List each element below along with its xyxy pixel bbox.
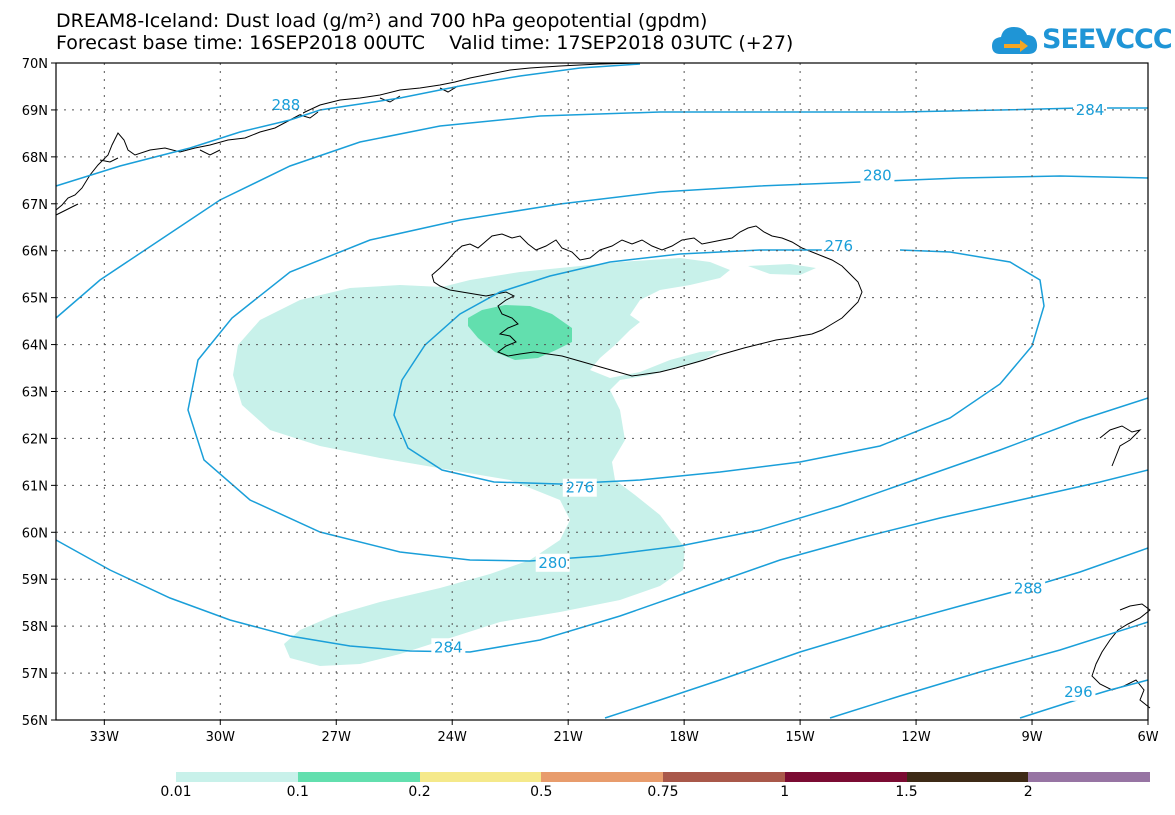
dust-area-medium	[468, 305, 572, 360]
lon-tick-label: 15W	[785, 730, 815, 745]
lat-tick-label: 69N	[22, 104, 48, 119]
colorbar-segment	[663, 772, 785, 782]
contour-284-south	[55, 469, 1149, 653]
colorbar-label: 1	[780, 784, 790, 800]
logo-text: SEEVCCC	[1042, 24, 1173, 55]
lat-tick-label: 66N	[22, 245, 48, 260]
colorbar-segment	[176, 772, 298, 782]
colorbar-label: 1.5	[895, 784, 918, 800]
lat-tick-label: 70N	[22, 57, 48, 72]
contour-288-south	[604, 547, 1149, 719]
lat-tick-label: 63N	[22, 386, 48, 401]
colorbar-label: 0.5	[530, 784, 553, 800]
colorbar-segment	[541, 772, 663, 782]
contour-label-bg	[860, 166, 895, 185]
lat-tick-label: 62N	[22, 432, 48, 447]
contour-label: 280	[538, 554, 567, 572]
colorbar-label: 0.01	[160, 784, 192, 800]
contour-276-loop	[393, 249, 1045, 485]
colorbar-segment	[906, 772, 1029, 782]
title-line-1: DREAM8-Iceland: Dust load (g/m²) and 700…	[56, 10, 708, 32]
contour-label: 276	[565, 479, 594, 497]
title-line-2: Forecast base time: 16SEP2018 00UTC Vali…	[56, 32, 794, 54]
contour-label: 276	[824, 237, 853, 255]
lat-tick-label: 68N	[22, 151, 48, 166]
contour-284-outer	[55, 107, 1148, 319]
greenland-coast	[55, 62, 641, 211]
lat-tick-label: 58N	[22, 620, 48, 635]
cloud-arrow-icon	[992, 27, 1038, 54]
colorbar-segment	[784, 772, 907, 782]
map-frame: 33W 30W 27W 24W 21W 18W 15W 12W 9W 6W 70N 69N 68N 67N…	[22, 57, 1159, 745]
lon-tick-label: 6W	[1137, 730, 1158, 745]
iceland-coast	[431, 225, 863, 377]
contour-label: 284	[434, 638, 463, 656]
colorbar-label: 0.1	[286, 784, 309, 800]
colorbar-segment	[419, 772, 542, 782]
lat-tick-label: 67N	[22, 198, 48, 213]
lat-tick-label: 59N	[22, 573, 48, 588]
lon-tick-label: 12W	[901, 730, 931, 745]
contour-label-bg	[821, 237, 856, 256]
colorbar-label: 2	[1023, 784, 1033, 800]
contour-labels: 288 284 280 276 276 280 284 288 296	[268, 96, 1108, 701]
contour-label-bg	[431, 638, 466, 657]
contour-label: 288	[272, 96, 301, 114]
lat-tick-label: 57N	[22, 667, 48, 682]
scotland-coast	[1091, 425, 1151, 709]
lat-tick-label: 56N	[22, 714, 48, 729]
contour-label: 288	[1014, 580, 1043, 598]
lon-tick-label: 18W	[669, 730, 699, 745]
dust-area-low-patch	[748, 264, 816, 275]
colorbar-label: 0.75	[647, 784, 679, 800]
lon-tick-label: 24W	[438, 730, 468, 745]
contour-label-bg	[1073, 100, 1108, 119]
contour-label-bg	[268, 96, 303, 115]
coastlines	[55, 62, 1151, 709]
greenland-coast-inner	[55, 85, 459, 216]
contour-label-bg	[1011, 579, 1046, 598]
contour-label-bg	[535, 553, 570, 572]
seevccc-logo: SEEVCCC	[990, 20, 1173, 62]
lat-tick-label: 64N	[22, 339, 48, 354]
contour-label: 296	[1064, 683, 1093, 701]
lon-tick-label: 27W	[322, 730, 352, 745]
contour-label: 280	[863, 167, 892, 185]
dust-load-shading	[233, 258, 816, 666]
contour-label: 284	[1076, 101, 1105, 119]
lon-tick-label: 9W	[1021, 730, 1042, 745]
colorbar-segment	[297, 772, 420, 782]
contour-280-loop	[187, 175, 1149, 562]
lat-tick-label: 65N	[22, 292, 48, 307]
lon-tick-label: 30W	[206, 730, 236, 745]
dust-area-low	[233, 258, 730, 666]
map-border	[55, 62, 1149, 721]
contour-288-north	[55, 63, 641, 187]
contour-292	[829, 621, 1149, 719]
lat-tick-label: 61N	[22, 479, 48, 494]
lat-tick-label: 60N	[22, 526, 48, 541]
lon-tick-label: 21W	[553, 730, 583, 745]
geopotential-contours	[55, 63, 1149, 719]
colorbar-segment	[1028, 772, 1150, 782]
contour-label-bg	[1061, 682, 1096, 701]
colorbar	[176, 772, 1150, 782]
lon-tick-label: 33W	[90, 730, 120, 745]
colorbar-label: 0.2	[408, 784, 431, 800]
contour-label-bg	[562, 478, 597, 497]
